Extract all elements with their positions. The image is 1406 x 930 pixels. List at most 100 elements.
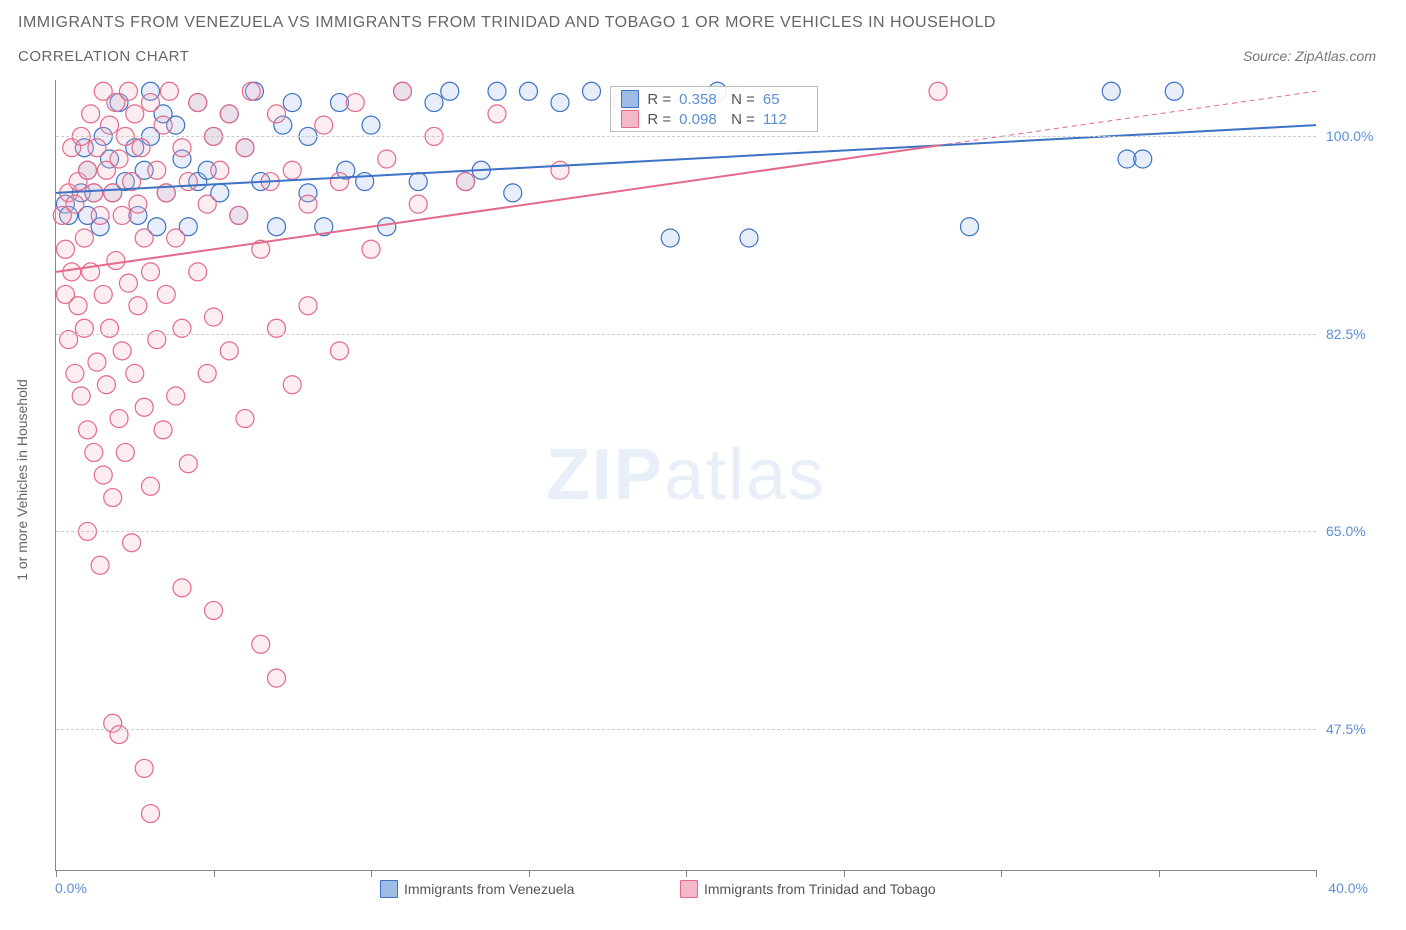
scatter-point xyxy=(299,195,317,213)
scatter-point xyxy=(173,579,191,597)
scatter-point xyxy=(242,82,260,100)
scatter-point xyxy=(315,116,333,134)
scatter-point xyxy=(69,297,87,315)
scatter-point xyxy=(88,139,106,157)
scatter-point xyxy=(85,184,103,202)
scatter-point xyxy=(94,466,112,484)
scatter-point xyxy=(85,443,103,461)
legend-label: Immigrants from Venezuela xyxy=(404,881,574,897)
scatter-point xyxy=(409,173,427,191)
correlation-row: R =0.098N =112 xyxy=(611,109,817,129)
scatter-point xyxy=(220,105,238,123)
scatter-point xyxy=(230,206,248,224)
scatter-point xyxy=(205,308,223,326)
x-axis-max-label: 40.0% xyxy=(1328,880,1368,896)
x-axis-min-label: 0.0% xyxy=(55,880,87,896)
r-label: R = xyxy=(647,91,671,108)
scatter-point xyxy=(91,556,109,574)
x-tick xyxy=(214,870,215,877)
scatter-point xyxy=(236,410,254,428)
scatter-point xyxy=(378,218,396,236)
scatter-point xyxy=(283,94,301,112)
y-tick-label: 65.0% xyxy=(1326,523,1366,539)
legend-label: Immigrants from Trinidad and Tobago xyxy=(704,881,936,897)
n-value: 65 xyxy=(763,91,807,108)
legend-swatch xyxy=(680,880,698,898)
scatter-point xyxy=(211,161,229,179)
scatter-point xyxy=(94,285,112,303)
scatter-point xyxy=(129,195,147,213)
scatter-point xyxy=(1102,82,1120,100)
x-tick xyxy=(844,870,845,877)
scatter-point xyxy=(104,489,122,507)
scatter-point xyxy=(119,82,137,100)
scatter-point xyxy=(123,534,141,552)
correlation-row: R =0.358N =65 xyxy=(611,89,817,109)
y-tick-label: 100.0% xyxy=(1326,128,1373,144)
scatter-point xyxy=(1165,82,1183,100)
scatter-point xyxy=(79,161,97,179)
x-tick xyxy=(1001,870,1002,877)
scatter-point xyxy=(299,297,317,315)
scatter-point xyxy=(142,477,160,495)
x-tick xyxy=(1159,870,1160,877)
scatter-point xyxy=(79,421,97,439)
scatter-point xyxy=(346,94,364,112)
scatter-point xyxy=(142,263,160,281)
scatter-point xyxy=(236,139,254,157)
scatter-point xyxy=(75,229,93,247)
chart-container: IMMIGRANTS FROM VENEZUELA VS IMMIGRANTS … xyxy=(0,0,1406,930)
scatter-point xyxy=(929,82,947,100)
series-swatch xyxy=(621,110,639,128)
scatter-point xyxy=(132,139,150,157)
scatter-point xyxy=(154,421,172,439)
scatter-point xyxy=(441,82,459,100)
scatter-point xyxy=(504,184,522,202)
y-gridline xyxy=(56,136,1316,137)
scatter-point xyxy=(179,455,197,473)
x-tick xyxy=(529,870,530,877)
source-label: Source: ZipAtlas.com xyxy=(1243,48,1376,64)
y-gridline xyxy=(56,729,1316,730)
scatter-point xyxy=(173,139,191,157)
scatter-point xyxy=(362,240,380,258)
y-gridline xyxy=(56,531,1316,532)
scatter-point xyxy=(82,105,100,123)
n-value: 112 xyxy=(763,111,807,128)
scatter-point xyxy=(583,82,601,100)
scatter-point xyxy=(205,601,223,619)
r-value: 0.098 xyxy=(679,111,723,128)
chart-title: IMMIGRANTS FROM VENEZUELA VS IMMIGRANTS … xyxy=(18,14,996,32)
scatter-point xyxy=(135,759,153,777)
legend-swatch xyxy=(380,880,398,898)
scatter-point xyxy=(283,161,301,179)
plot-area: ZIPatlas 47.5%65.0%82.5%100.0%R =0.358N … xyxy=(55,80,1316,871)
scatter-point xyxy=(378,150,396,168)
r-value: 0.358 xyxy=(679,91,723,108)
scatter-point xyxy=(104,184,122,202)
scatter-point xyxy=(110,150,128,168)
y-tick-label: 82.5% xyxy=(1326,326,1366,342)
x-tick xyxy=(686,870,687,877)
scatter-point xyxy=(97,376,115,394)
scatter-point xyxy=(142,805,160,823)
scatter-point xyxy=(551,94,569,112)
scatter-point xyxy=(88,353,106,371)
scatter-point xyxy=(154,116,172,134)
scatter-point xyxy=(362,116,380,134)
scatter-point xyxy=(661,229,679,247)
scatter-point xyxy=(198,195,216,213)
y-axis-label: 1 or more Vehicles in Household xyxy=(14,379,30,581)
scatter-point xyxy=(198,364,216,382)
scatter-point xyxy=(119,274,137,292)
scatter-point xyxy=(113,206,131,224)
scatter-point xyxy=(126,105,144,123)
scatter-point xyxy=(113,342,131,360)
scatter-point xyxy=(63,263,81,281)
correlation-box: R =0.358N =65R =0.098N =112 xyxy=(610,86,818,132)
legend-item: Immigrants from Venezuela xyxy=(380,880,574,898)
scatter-point xyxy=(157,285,175,303)
scatter-point xyxy=(220,342,238,360)
scatter-point xyxy=(167,229,185,247)
scatter-point xyxy=(160,82,178,100)
